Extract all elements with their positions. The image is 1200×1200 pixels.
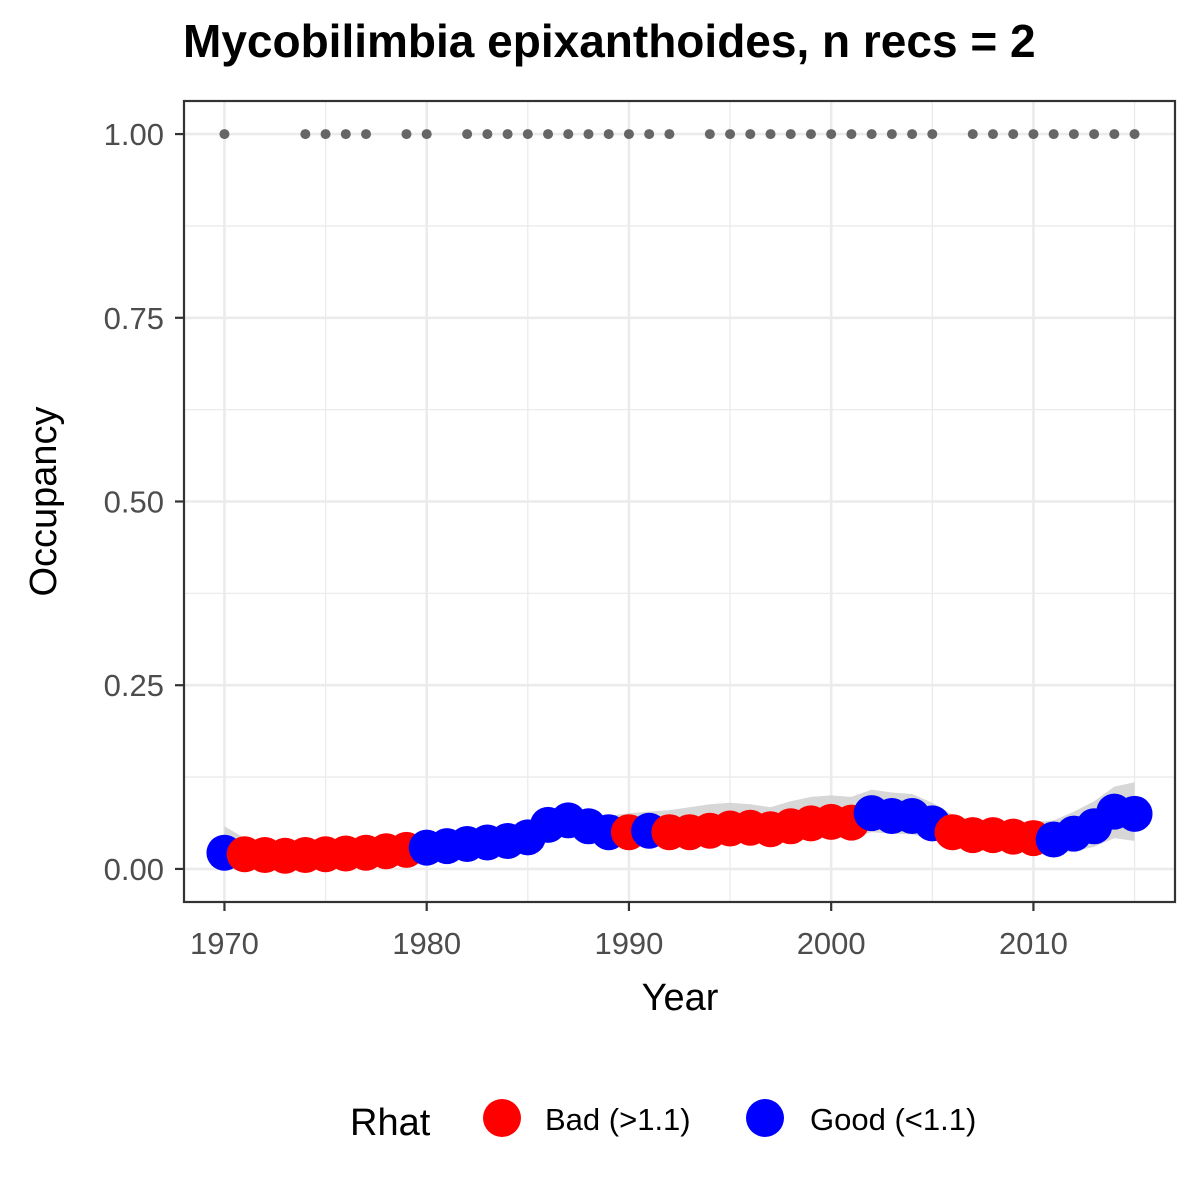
legend-label-good: Good (<1.1): [810, 1102, 976, 1137]
y-tick-label: 0.00: [104, 852, 164, 887]
record-marker: [765, 129, 776, 140]
record-marker: [361, 129, 372, 140]
record-marker: [664, 129, 675, 140]
record-marker: [502, 129, 513, 140]
record-marker: [725, 129, 736, 140]
record-marker: [1129, 129, 1140, 140]
record-marker: [340, 129, 351, 140]
record-marker: [987, 129, 998, 140]
record-marker: [886, 129, 897, 140]
axis-ticks: 1970 1980 1990 2000 2010 0.00 0.25 0.50 0.75 1.00: [104, 117, 1068, 961]
y-tick-label: 0.75: [104, 301, 164, 336]
legend-label-bad: Bad (>1.1): [545, 1102, 691, 1137]
record-marker: [704, 129, 715, 140]
x-tick-label: 2000: [797, 926, 866, 961]
record-marker: [846, 129, 857, 140]
x-axis-title: Year: [642, 977, 719, 1019]
y-tick-label: 1.00: [104, 117, 164, 152]
record-marker: [583, 129, 594, 140]
record-marker: [623, 129, 634, 140]
x-tick-label: 1970: [190, 926, 259, 961]
grid-lines: [184, 101, 1175, 902]
record-marker: [866, 129, 877, 140]
y-tick-label: 0.50: [104, 485, 164, 520]
data-point-good: [1116, 795, 1153, 832]
legend-title: Rhat: [350, 1102, 431, 1144]
record-marker: [1048, 129, 1059, 140]
y-tick-label: 0.25: [104, 668, 164, 703]
record-marker: [603, 129, 614, 140]
x-tick-label: 1980: [392, 926, 461, 961]
record-marker: [826, 129, 837, 140]
record-marker: [1068, 129, 1079, 140]
x-tick-label: 2010: [999, 926, 1068, 961]
record-marker: [745, 129, 756, 140]
legend-key-bad: [483, 1099, 521, 1137]
record-marker: [644, 129, 655, 140]
record-marker: [543, 129, 554, 140]
record-marker: [219, 129, 230, 140]
occupancy-points: [206, 793, 1153, 874]
x-tick-label: 1990: [594, 926, 663, 961]
record-markers: [219, 129, 1140, 140]
record-marker: [1109, 129, 1120, 140]
record-marker: [482, 129, 493, 140]
record-marker: [1008, 129, 1019, 140]
record-marker: [1089, 129, 1100, 140]
record-marker: [563, 129, 574, 140]
record-marker: [927, 129, 938, 140]
y-axis-title: Occupancy: [23, 406, 65, 596]
legend-key-good: [746, 1099, 784, 1137]
record-marker: [522, 129, 533, 140]
record-marker: [320, 129, 331, 140]
record-marker: [421, 129, 432, 140]
chart-title: Mycobilimbia epixanthoides, n recs = 2: [183, 15, 1036, 67]
record-marker: [462, 129, 473, 140]
record-marker: [401, 129, 412, 140]
record-marker: [300, 129, 311, 140]
record-marker: [1028, 129, 1039, 140]
record-marker: [805, 129, 816, 140]
legend: Rhat Bad (>1.1) Good (<1.1): [350, 1099, 976, 1144]
record-marker: [907, 129, 918, 140]
record-marker: [785, 129, 796, 140]
record-marker: [967, 129, 978, 140]
